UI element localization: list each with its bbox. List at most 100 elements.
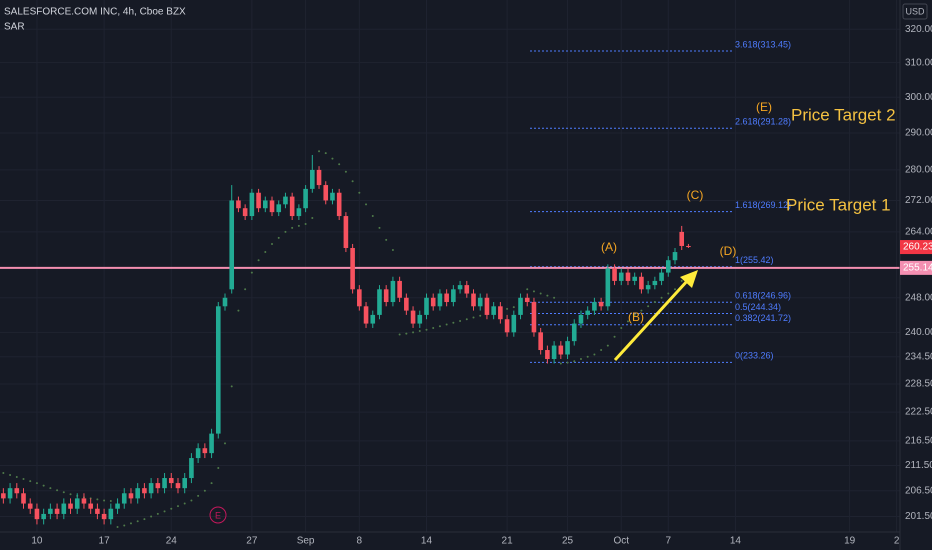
fib-label: 0(233.26) bbox=[735, 351, 774, 361]
sar-dot bbox=[445, 323, 448, 326]
candle-body bbox=[88, 503, 93, 509]
sar-dot bbox=[123, 524, 126, 527]
candle-body bbox=[34, 508, 40, 520]
candle-body bbox=[605, 268, 611, 307]
fib-label: 3.618(313.45) bbox=[735, 39, 791, 49]
candle-body bbox=[484, 297, 490, 315]
candle-body bbox=[370, 314, 376, 324]
currency[interactable]: USD bbox=[905, 6, 925, 16]
sar-dot bbox=[338, 163, 341, 166]
candle-body bbox=[48, 508, 53, 514]
candle-body bbox=[175, 483, 181, 489]
candle-body bbox=[585, 310, 590, 315]
sar-dot bbox=[344, 170, 347, 173]
candle-body bbox=[377, 289, 382, 315]
sar-dot bbox=[22, 478, 25, 481]
sar-dot bbox=[674, 288, 676, 291]
sar-dot bbox=[2, 472, 5, 475]
sar-dot bbox=[579, 357, 582, 360]
sar-dot bbox=[190, 499, 193, 502]
x-tick-label: 10 bbox=[31, 536, 43, 547]
candle-body bbox=[343, 216, 349, 248]
candle-body bbox=[558, 345, 564, 355]
sar-dot bbox=[512, 306, 515, 309]
sar-dot bbox=[103, 499, 106, 502]
candle-body bbox=[135, 488, 140, 499]
fib-label: 0.618(246.96) bbox=[735, 291, 791, 301]
candle-body bbox=[612, 268, 617, 281]
sar-dot bbox=[566, 361, 569, 364]
candle-body bbox=[276, 204, 282, 213]
sar-dot bbox=[613, 335, 616, 338]
sar-dot bbox=[472, 316, 475, 319]
sar-dot bbox=[600, 349, 603, 352]
wave-label: (D) bbox=[720, 244, 737, 258]
sar-dot bbox=[29, 480, 32, 483]
candle-body bbox=[289, 196, 295, 217]
fib-label: 0.382(241.72) bbox=[735, 313, 791, 323]
earnings-label[interactable]: E bbox=[215, 510, 221, 520]
sar-dot bbox=[109, 499, 112, 502]
candle-body bbox=[283, 196, 288, 205]
x-tick-label: 19 bbox=[844, 536, 856, 547]
sar-dot bbox=[224, 442, 226, 445]
sar-dot bbox=[418, 330, 421, 333]
candle-body bbox=[330, 192, 335, 201]
y-tick-label: 264.00 bbox=[905, 227, 932, 238]
x-tick-label: 7 bbox=[666, 536, 672, 547]
sar-dot bbox=[331, 157, 334, 160]
x-tick-label: 21 bbox=[502, 536, 514, 547]
candle-body bbox=[128, 493, 134, 499]
candle-body bbox=[242, 208, 248, 217]
candle-body bbox=[565, 341, 570, 355]
earnings-marker[interactable] bbox=[209, 506, 227, 524]
candle-body bbox=[316, 169, 322, 186]
sar-dot bbox=[351, 180, 354, 183]
sar-dot bbox=[217, 467, 220, 470]
sar-dot bbox=[62, 491, 65, 494]
candle-body bbox=[1, 493, 6, 499]
x-tick-label: 2 bbox=[894, 536, 900, 547]
candle-body bbox=[571, 323, 577, 342]
sar-dot bbox=[170, 507, 173, 510]
candle-body bbox=[262, 200, 268, 209]
sar-dot bbox=[69, 493, 72, 496]
currency-box[interactable] bbox=[902, 3, 928, 20]
candle-body bbox=[189, 458, 194, 479]
sar-dot bbox=[593, 353, 596, 356]
candle-body bbox=[430, 297, 436, 307]
sar-dot bbox=[586, 355, 589, 358]
sar-dot bbox=[398, 333, 401, 336]
indicator-name: SAR bbox=[4, 22, 25, 33]
candle-body bbox=[424, 297, 429, 315]
sar-dot bbox=[49, 487, 52, 490]
price-box-label: 260.23 bbox=[903, 242, 932, 253]
candle-body bbox=[417, 314, 423, 324]
y-tick-label: 248.00 bbox=[905, 292, 932, 303]
sar-dot bbox=[412, 331, 415, 334]
sar-dot bbox=[405, 332, 408, 335]
fib-label: 2.618(291.28) bbox=[735, 117, 791, 127]
sar-dot bbox=[230, 385, 233, 388]
candle-body bbox=[269, 200, 275, 213]
candle-body bbox=[645, 285, 651, 290]
sar-dot bbox=[425, 328, 428, 331]
candle-body bbox=[68, 503, 73, 509]
y-tick-label: 228.50 bbox=[905, 379, 932, 390]
candle-body bbox=[451, 289, 456, 303]
candle-body bbox=[350, 247, 355, 290]
candle-body bbox=[303, 188, 308, 209]
sar-dot bbox=[573, 360, 576, 363]
sar-dot bbox=[546, 294, 549, 297]
candle-body bbox=[121, 493, 127, 504]
candle-body bbox=[363, 306, 369, 324]
x-tick-label: 14 bbox=[730, 536, 742, 547]
sar-dot bbox=[559, 362, 562, 365]
candle-body bbox=[296, 208, 302, 217]
wave-label: (C) bbox=[687, 188, 704, 202]
candle-body bbox=[21, 493, 26, 504]
candle-body bbox=[336, 192, 342, 217]
x-tick-label: 8 bbox=[357, 536, 363, 547]
price-box-label: 255.14 bbox=[903, 263, 932, 274]
candle-body bbox=[551, 345, 557, 359]
